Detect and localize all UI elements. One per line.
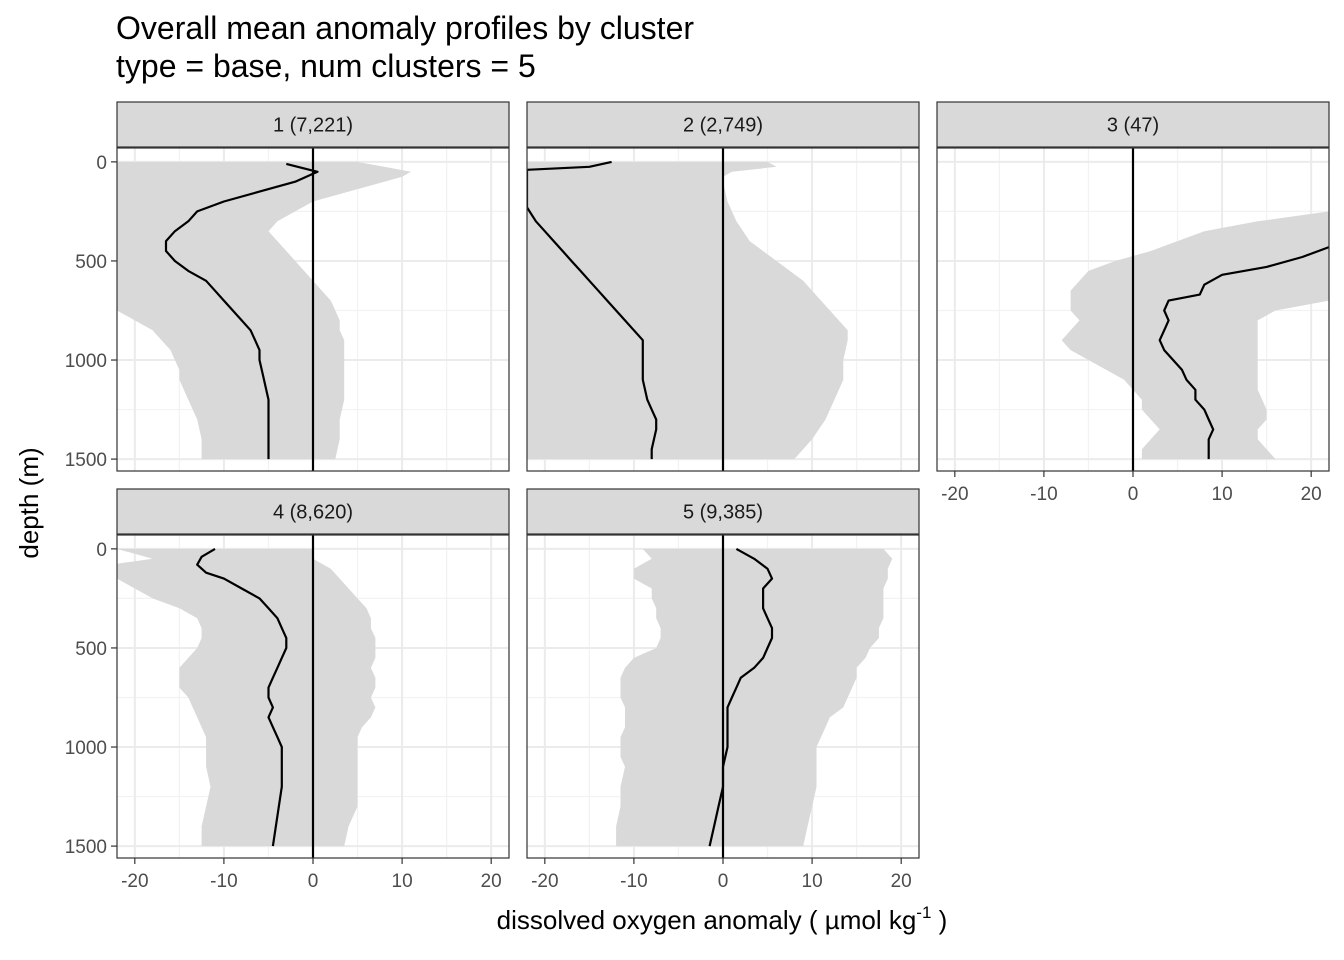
strip-background	[116, 101, 510, 148]
strip-label: 1 (7,221)	[273, 115, 353, 137]
mean-profile-line	[1158, 246, 1329, 460]
x-tick-label: 0	[308, 871, 319, 892]
panel-2: 2 (2,749)	[526, 101, 920, 472]
uncertainty-band	[117, 161, 411, 460]
x-tick-label: 10	[392, 871, 413, 892]
chart-subtitle: type = base, num clusters = 5	[116, 48, 536, 84]
y-tick-label: 0	[96, 153, 107, 174]
mean-profile-line	[527, 160, 658, 460]
panel-3: 3 (47) -20 -10 0 10 20	[936, 101, 1330, 505]
panel-border	[526, 147, 920, 472]
strip-background	[526, 101, 920, 148]
x-tick-label: 20	[1301, 484, 1322, 505]
panel-4: 4 (8,620) 0 500 1000 1500 -20 -10 0 10 20	[65, 488, 510, 892]
strip-label: 5 (9,385)	[683, 502, 763, 524]
y-tick-label: 500	[75, 252, 107, 273]
uncertainty-band	[1061, 211, 1329, 460]
x-tick-label: -20	[941, 484, 968, 505]
y-tick-label: 1500	[65, 450, 107, 471]
y-tick-label: 1000	[65, 738, 107, 759]
x-tick-label: 0	[718, 871, 729, 892]
mean-profile-line	[708, 547, 774, 847]
y-tick-label: 0	[96, 540, 107, 561]
x-tick-label: 0	[1128, 484, 1139, 505]
uncertainty-band	[616, 548, 893, 847]
x-tick-label: -20	[121, 871, 148, 892]
strip-background	[936, 101, 1330, 148]
panel-border	[116, 147, 510, 472]
x-tick-label: -10	[1030, 484, 1057, 505]
panel-1: 1 (7,221) 0 500 1000 1500	[65, 101, 510, 472]
chart-title: Overall mean anomaly profiles by cluster	[116, 10, 695, 46]
mean-profile-line	[164, 162, 319, 460]
x-tick-label: 20	[481, 871, 502, 892]
x-tick-label: 10	[1212, 484, 1233, 505]
strip-label: 3 (47)	[1107, 115, 1159, 137]
y-tick-label: 1500	[65, 837, 107, 858]
strip-label: 4 (8,620)	[273, 502, 353, 524]
x-tick-label: 10	[802, 871, 823, 892]
y-tick-label: 1000	[65, 351, 107, 372]
x-axis-title: dissolved oxygen anomaly ( µmol kg-1 )	[497, 903, 948, 935]
uncertainty-band	[527, 161, 848, 460]
mean-profile-line	[196, 547, 288, 847]
strip-label: 2 (2,749)	[683, 115, 763, 137]
x-tick-label: 20	[891, 871, 912, 892]
strip-background	[116, 488, 510, 535]
y-tick-label: 500	[75, 639, 107, 660]
x-tick-label: -20	[531, 871, 558, 892]
uncertainty-band	[117, 548, 376, 847]
panel-5: 5 (9,385) -20 -10 0 10 20	[526, 488, 920, 892]
y-axis-title: depth (m)	[14, 447, 44, 558]
x-tick-label: -10	[210, 871, 237, 892]
x-tick-label: -10	[620, 871, 647, 892]
strip-background	[526, 488, 920, 535]
